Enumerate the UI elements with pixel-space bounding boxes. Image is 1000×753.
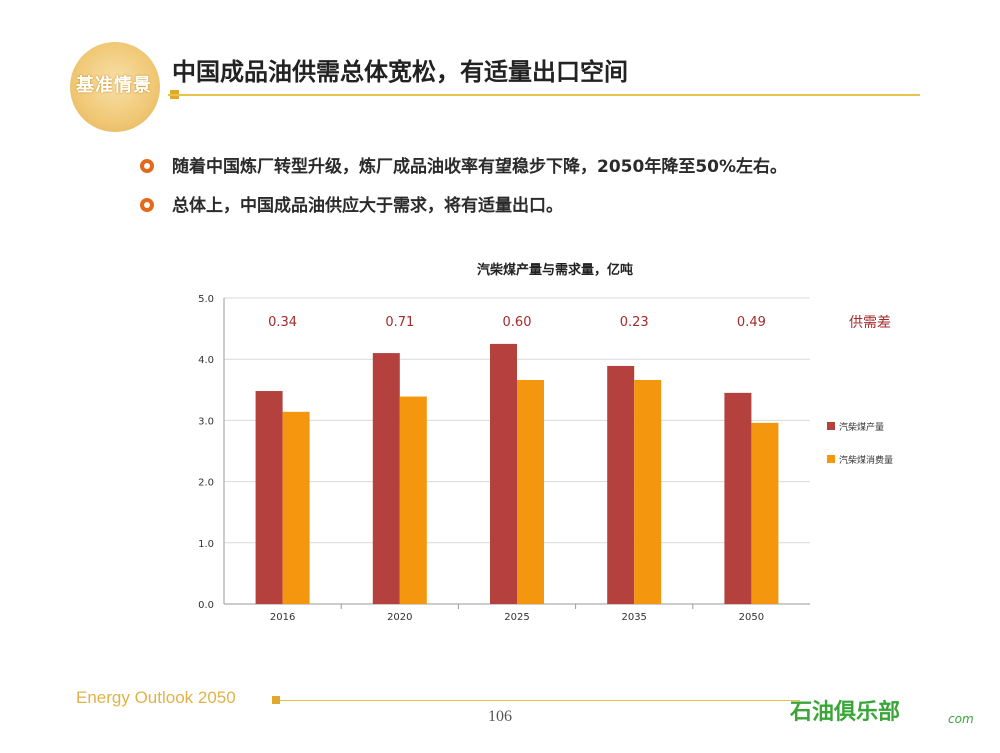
bullet-2: 总体上，中国成品油供应大于需求，将有适量出口。 (140, 191, 563, 216)
bullet-2-text: 总体上，中国成品油供应大于需求，将有适量出口。 (172, 196, 563, 216)
production-bar (255, 391, 283, 604)
gap-value-label: 0.60 (503, 315, 532, 330)
consumption-bar (751, 422, 779, 604)
consumption-bar (634, 380, 662, 604)
legend-label-production: 汽柴煤产量 (839, 421, 884, 433)
chart-title: 汽柴煤产量与需求量，亿吨 (477, 262, 633, 278)
x-tick-label: 2025 (504, 612, 529, 623)
consumption-bar (399, 396, 427, 604)
y-tick-label: 4.0 (198, 355, 214, 366)
bullet-1: 随着中国炼厂转型升级，炼厂成品油收率有望稳步下降，2050年降至50%左右。 (140, 152, 787, 177)
x-tick-label: 2050 (739, 612, 764, 623)
logo-text: 基准情景 (76, 75, 152, 96)
production-bar (372, 353, 400, 604)
x-tick-label: 2020 (387, 612, 412, 623)
production-bar (724, 392, 752, 604)
production-bar (490, 343, 517, 604)
gap-value-label: 0.23 (620, 315, 649, 330)
gap-value-label: 0.49 (737, 315, 766, 330)
y-tick-label: 5.0 (198, 294, 214, 305)
consumption-bar (517, 380, 544, 604)
globe-logo-icon (70, 42, 160, 132)
y-tick-label: 3.0 (198, 416, 214, 427)
watermark-sub: com (948, 712, 974, 726)
bullet-icon (140, 159, 154, 173)
legend-swatch-consumption (827, 455, 835, 463)
y-tick-label: 0.0 (198, 600, 214, 611)
gap-value-label: 0.71 (385, 315, 414, 330)
legend-label-consumption: 汽柴煤消费量 (839, 454, 893, 466)
watermark: 石油俱乐部 (790, 700, 901, 725)
bullet-icon (140, 198, 154, 212)
slide-title: 中国成品油供需总体宽松，有适量出口空间 (172, 58, 628, 86)
logo: 基准情景 (62, 38, 166, 142)
y-tick-label: 2.0 (198, 478, 214, 489)
gap-value-label: 0.34 (268, 315, 297, 330)
legend-swatch-production (827, 422, 835, 430)
title-underline (168, 94, 920, 96)
bullet-1-text: 随着中国炼厂转型升级，炼厂成品油收率有望稳步下降，2050年降至50%左右。 (172, 157, 788, 177)
production-bar (607, 365, 635, 604)
footer-accent-square (272, 696, 280, 704)
gap-label-title: 供需差 (849, 315, 891, 331)
footer-line (280, 700, 800, 701)
x-tick-label: 2035 (621, 612, 646, 623)
page-number: 106 (488, 708, 512, 725)
x-tick-label: 2016 (270, 612, 295, 623)
consumption-bar (282, 411, 310, 604)
footer-brand: Energy Outlook 2050 (76, 688, 236, 707)
y-tick-label: 1.0 (198, 539, 214, 550)
